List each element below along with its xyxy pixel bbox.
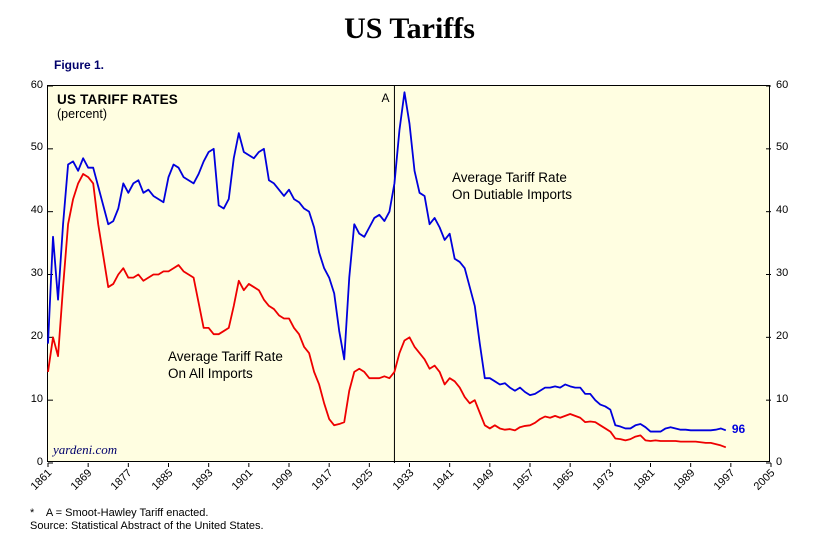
y-axis-label-left: 30: [30, 267, 43, 279]
chart-inner-subtitle: (percent): [57, 107, 108, 121]
x-axis-label: 1981: [631, 467, 657, 493]
dutiable-series-label: Average Tariff Rate On Dutiable Imports: [452, 170, 572, 204]
series-end-year-label: 96: [731, 422, 746, 437]
figure-label: Figure 1.: [54, 58, 105, 72]
x-axis-label: 1877: [109, 467, 135, 493]
y-axis-label-right: 60: [776, 78, 789, 91]
footnote-source: Source: Statistical Abstract of the Unit…: [30, 520, 264, 532]
y-axis-label-left: 50: [30, 141, 43, 154]
x-axis-label: 1965: [550, 467, 577, 493]
x-axis-label: 1957: [510, 467, 537, 493]
page-title: US Tariffs: [344, 12, 475, 45]
x-axis-label: 1869: [68, 467, 95, 493]
y-axis-label-right: 0: [776, 455, 783, 468]
y-axis-label-right: 20: [776, 329, 789, 342]
chart-inner-title: US TARIFF RATES: [57, 92, 178, 107]
chart-canvas: [47, 85, 772, 467]
y-axis-label-right: 30: [776, 267, 789, 279]
watermark: yardeni.com: [53, 442, 118, 457]
x-axis-label: 1917: [309, 467, 336, 493]
x-axis-label: 1949: [470, 467, 497, 493]
y-axis-label-right: 40: [776, 204, 789, 217]
dutiable-imports-line: [47, 91, 727, 433]
x-axis-label: 1989: [671, 467, 698, 493]
x-axis-label: 1941: [430, 467, 457, 493]
all-imports-series-label-line2: On All Imports: [168, 365, 253, 381]
y-axis-label-left: 40: [30, 204, 43, 217]
x-axis-label: 1925: [350, 467, 376, 493]
all-imports-line: [47, 173, 727, 449]
y-axis-label-left: 60: [30, 78, 43, 91]
x-axis-label: 1933: [390, 467, 416, 493]
x-axis-label: 1997: [711, 467, 738, 493]
x-axis-label: 1909: [269, 467, 296, 493]
dutiable-series-label-line2: On Dutiable Imports: [452, 186, 573, 202]
x-axis-label: 1861: [28, 467, 55, 493]
y-axis-label-left: 20: [30, 329, 43, 342]
plot-area: US TARIFF RATES (percent) Average Tariff…: [47, 85, 772, 467]
x-axis-label: 1893: [189, 467, 216, 493]
x-axis-label: 1973: [591, 467, 617, 493]
all-imports-series-label: Average Tariff Rate On All Imports: [168, 349, 283, 383]
x-axis-label: 1885: [149, 467, 175, 493]
footnote-smoot-hawley: * A = Smoot-Hawley Tariff enacted.: [30, 507, 209, 519]
x-axis-label: 2005: [751, 467, 778, 493]
y-axis-label-right: 50: [776, 141, 789, 154]
x-axis-label: 1901: [229, 467, 256, 493]
y-axis-label-left: 10: [30, 392, 43, 405]
y-axis-label-left: 0: [36, 455, 43, 468]
y-axis-label-right: 10: [776, 392, 789, 405]
chart-inner-title-block: US TARIFF RATES (percent): [57, 92, 178, 121]
all-imports-series-label-line1: Average Tariff Rate: [168, 349, 283, 364]
dutiable-series-label-line1: Average Tariff Rate: [452, 170, 567, 185]
smoot-hawley-marker-label: A: [381, 91, 390, 105]
